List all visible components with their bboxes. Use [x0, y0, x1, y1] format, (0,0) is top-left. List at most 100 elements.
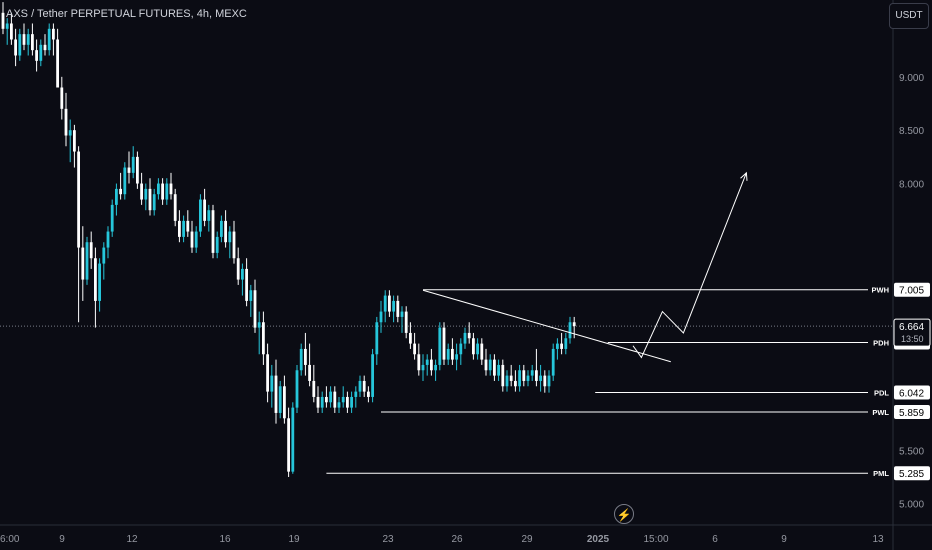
candle-body [547, 375, 551, 387]
candle-body [392, 300, 395, 312]
candle-body [228, 231, 232, 243]
candle-body [333, 391, 337, 408]
candle-body [89, 242, 93, 259]
candle-body [404, 311, 408, 333]
candle-body [98, 263, 101, 301]
lightning-icon[interactable]: ⚡ [614, 504, 634, 524]
candle-body [236, 258, 240, 280]
candles [1, 2, 576, 477]
candle-body [5, 23, 9, 29]
time-tick-label: 29 [521, 534, 533, 545]
candle-body [417, 354, 421, 371]
candle-body [472, 338, 475, 355]
candle-body [64, 108, 68, 136]
candle-body [173, 194, 177, 221]
time-tick-label: 19 [288, 534, 300, 545]
price-tick-label: 9.000 [899, 73, 924, 84]
candle-body [224, 220, 227, 243]
candle-body [35, 50, 38, 61]
level-tag-pml: PML [873, 469, 889, 478]
candle-body [31, 34, 34, 51]
candle-body [295, 370, 299, 408]
candle-body [299, 348, 303, 371]
candle-body [379, 311, 383, 323]
candle-body [207, 210, 211, 221]
candle-body [505, 375, 509, 387]
drawings [422, 171, 748, 363]
level-badge-pwl [894, 404, 930, 419]
candle-body [148, 188, 152, 211]
candle-body [115, 188, 118, 205]
candle-body [350, 396, 353, 408]
level-tag-pwh: PWH [872, 286, 890, 295]
candle-body [341, 396, 345, 403]
candle-body [325, 396, 328, 403]
candle-body [564, 338, 568, 349]
candle-body [362, 380, 366, 392]
candle-body [287, 418, 290, 472]
currency-button[interactable]: USDT [889, 3, 929, 29]
candle-body [291, 407, 295, 472]
candle-body [522, 370, 526, 381]
candle-body [249, 290, 253, 301]
candle-body [123, 167, 127, 195]
candle-body [371, 354, 374, 397]
candle-body [480, 343, 484, 360]
candle-body [560, 343, 563, 349]
candle-body [245, 268, 248, 301]
candle-body [430, 359, 433, 371]
candle-body [312, 380, 316, 397]
candle-body [568, 322, 572, 339]
time-tick-label: 9 [59, 534, 65, 545]
candle-body [543, 375, 547, 387]
price-tick-label: 8.000 [899, 180, 924, 191]
candle-body [127, 167, 131, 173]
time-tick-label: 6 [712, 534, 718, 545]
candle-body [43, 44, 47, 51]
candle-body [257, 322, 261, 328]
bar-countdown-label: 13:50 [901, 334, 924, 344]
candle-body [400, 311, 404, 317]
level-price-pdl: 6.042 [899, 388, 924, 399]
candle-body [110, 204, 114, 232]
candle-body [354, 391, 358, 397]
candle-body [85, 242, 89, 280]
candle-body [497, 364, 500, 376]
price-tick-label: 8.500 [899, 126, 924, 137]
level-price-pwh: 7.005 [899, 286, 924, 297]
time-axis[interactable]: 6:00 9 12 16 19 23 26 29 2025 15:00 6 9 13 [0, 524, 932, 545]
candle-body [136, 156, 139, 184]
level-badge-pml [894, 466, 930, 481]
candle-body [425, 359, 429, 365]
candle-body [119, 188, 122, 195]
candle-body [1, 12, 5, 29]
candle-body [60, 87, 64, 109]
candle-body [501, 364, 505, 387]
candle-body [220, 220, 223, 237]
candle-body [304, 348, 307, 365]
level-badge-pwh [894, 282, 930, 297]
candle-body [455, 354, 458, 360]
candle-body [131, 156, 135, 173]
candle-body [215, 236, 219, 253]
candle-body [463, 332, 467, 344]
candle-body [266, 354, 269, 392]
candle-body [81, 247, 85, 280]
candle-body [203, 199, 206, 221]
candle-body [320, 396, 324, 408]
candle-body [39, 44, 43, 61]
time-tick-label: 26 [451, 534, 463, 545]
time-tick-label: 2025 [587, 534, 610, 545]
candle-body [194, 231, 198, 248]
time-tick-label: 15:00 [643, 534, 668, 545]
candle-body [52, 28, 55, 40]
candle-body [388, 295, 391, 312]
price-tick-label: 5.000 [899, 500, 924, 511]
candle-body [270, 375, 274, 392]
time-tick-label: 23 [382, 534, 394, 545]
candle-body [484, 359, 488, 371]
time-tick-label: 16 [219, 534, 231, 545]
candle-body [26, 34, 30, 45]
